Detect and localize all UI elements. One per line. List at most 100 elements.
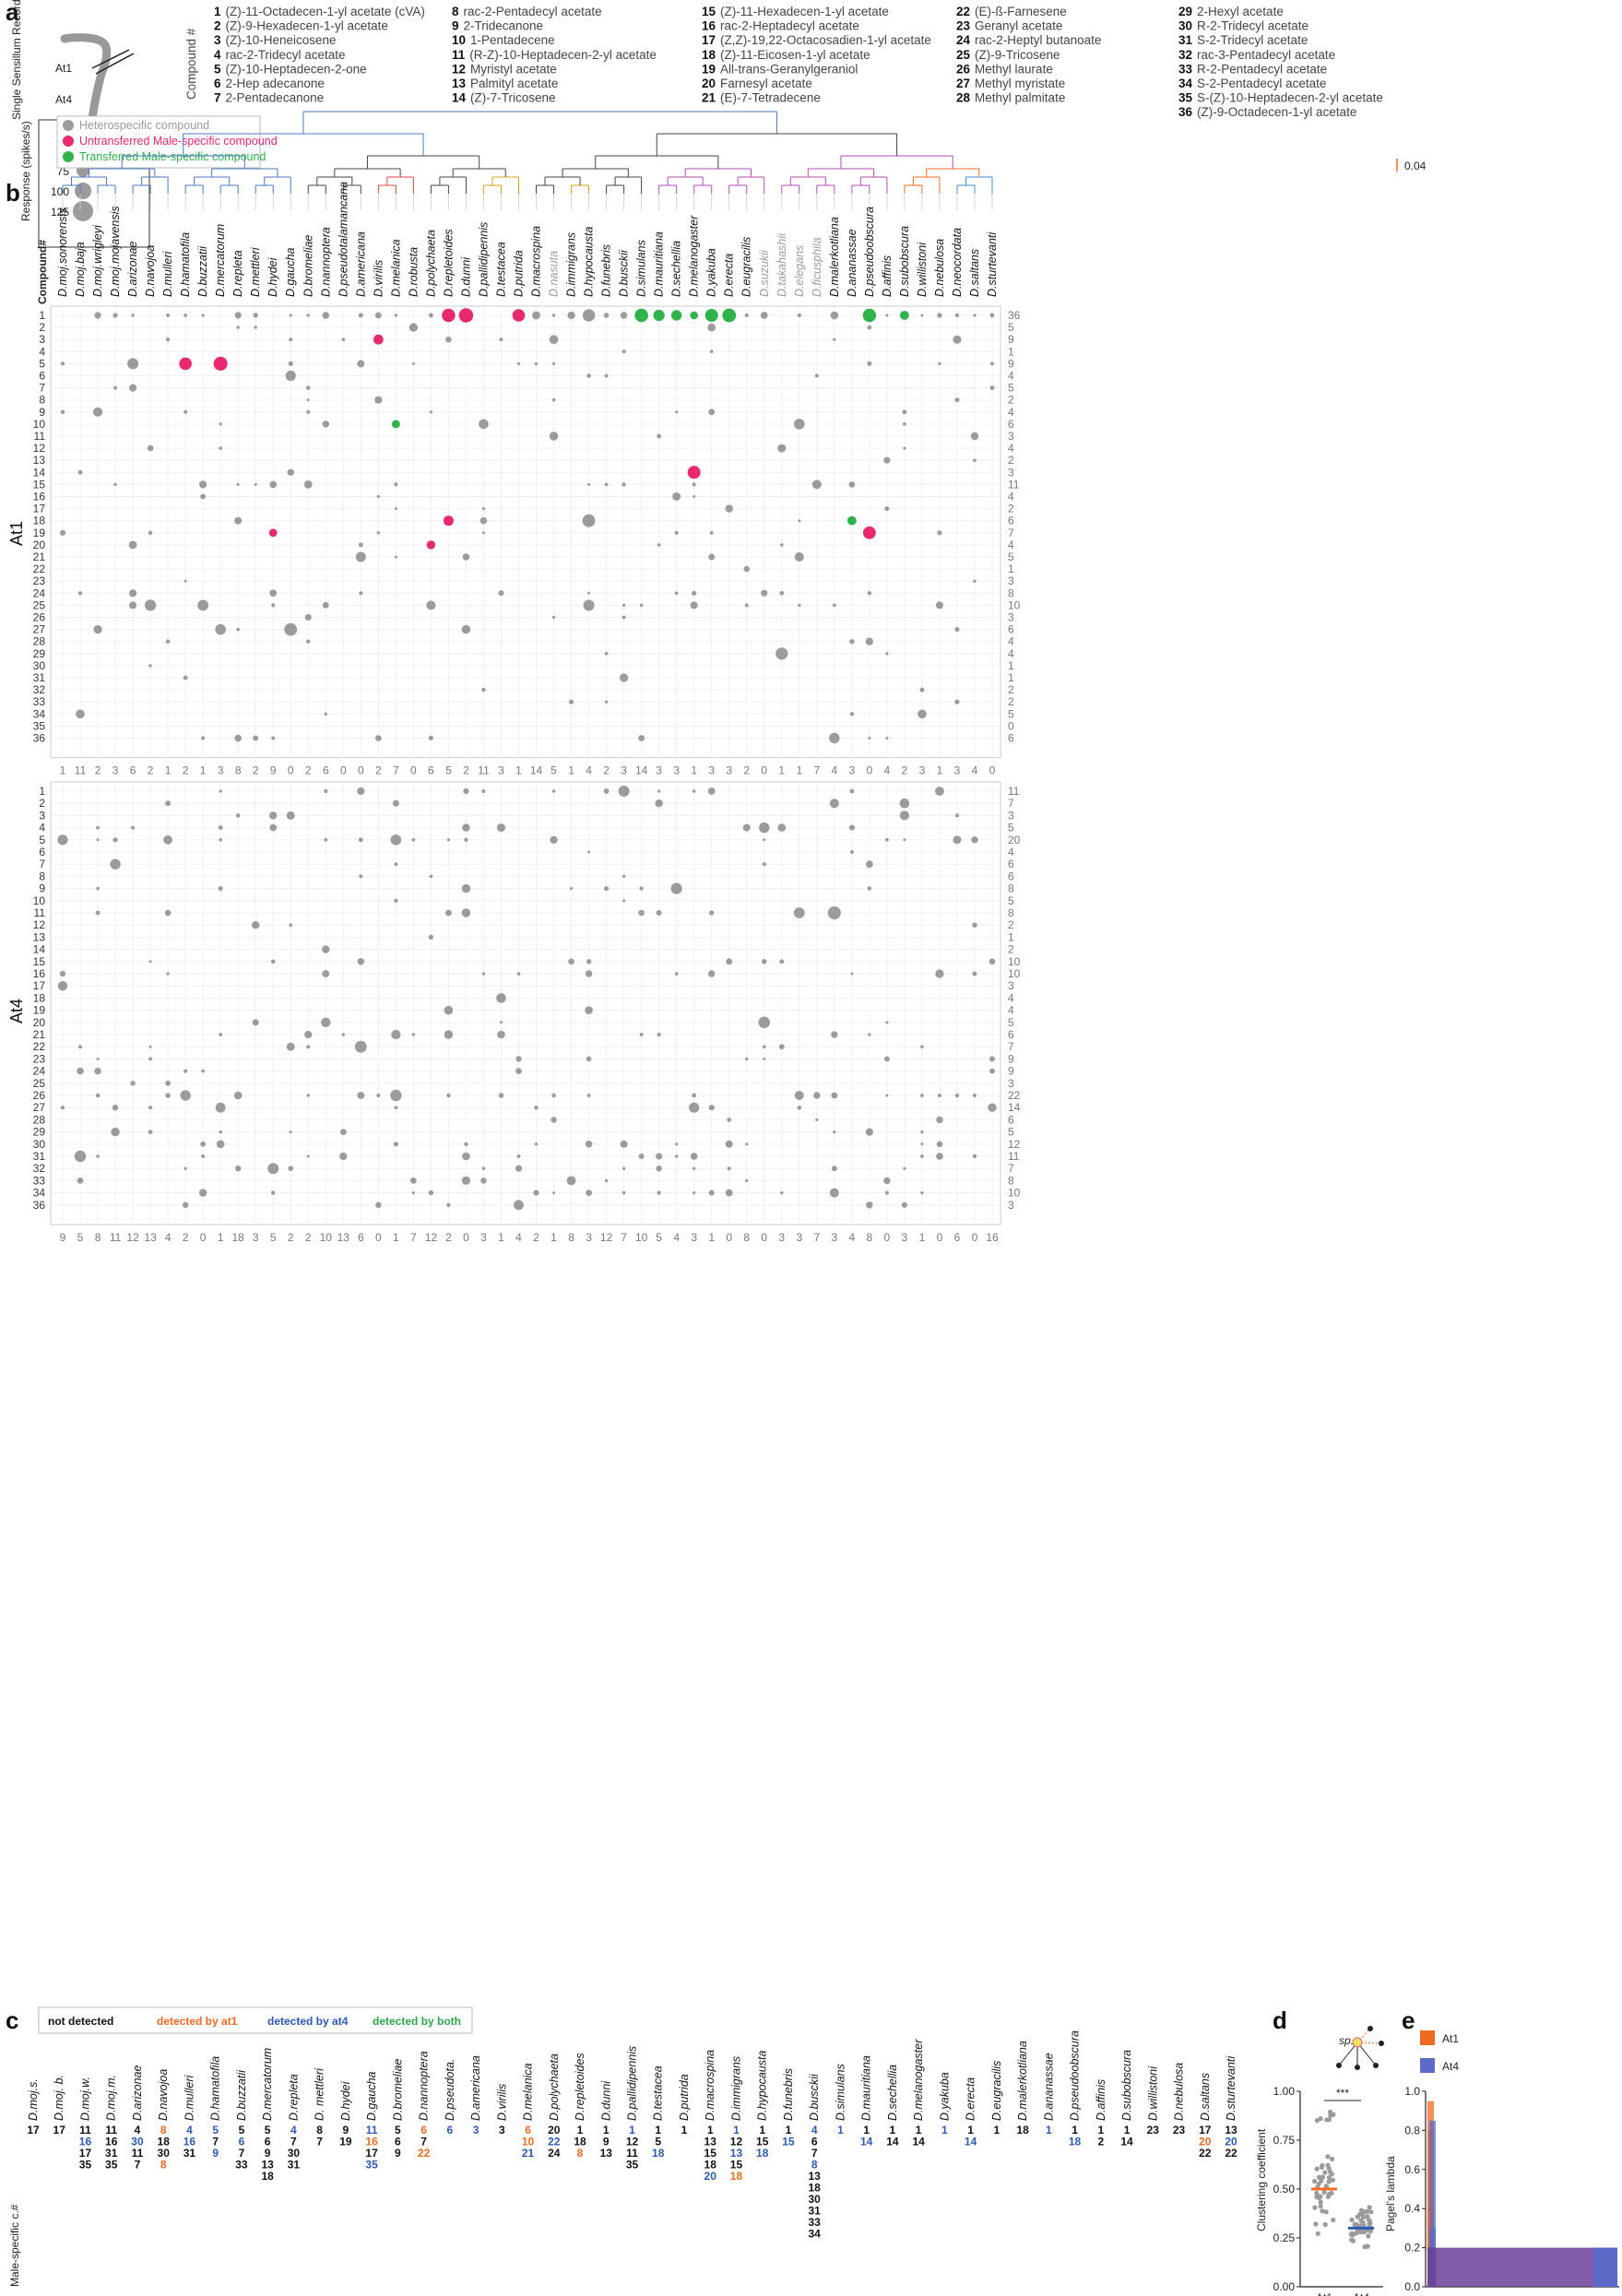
d-data-point — [1323, 2184, 1329, 2189]
response-bubble — [900, 311, 909, 320]
response-bubble — [831, 1092, 838, 1099]
response-bubble — [57, 834, 68, 846]
e-y-axis-title: Pagel's lambda — [1384, 2156, 1397, 2231]
column-count-label: 0 — [726, 1231, 732, 1244]
row-count-label: 8 — [1008, 1174, 1014, 1187]
response-bubble — [479, 419, 489, 430]
male-specific-compound-number: 18 — [1069, 2136, 1082, 2148]
response-bubble — [201, 1069, 205, 1073]
species-label: D.hydei — [266, 256, 279, 297]
response-bubble — [497, 1030, 505, 1039]
e-bar-at4 — [1593, 2247, 1617, 2287]
response-bubble — [693, 495, 696, 498]
response-bubble — [829, 732, 840, 744]
response-bubble — [113, 385, 118, 390]
c-species-label: D.sturtevanti — [1225, 2055, 1237, 2121]
row-count-label: 5 — [1008, 382, 1014, 395]
response-bubble — [586, 1094, 591, 1097]
row-count-label: 6 — [1008, 1028, 1014, 1041]
response-bubble — [197, 599, 209, 611]
response-bubble — [920, 1094, 924, 1097]
response-bubble — [252, 921, 260, 929]
row-count-label: 2 — [1008, 695, 1014, 708]
column-count-label: 18 — [232, 1231, 245, 1244]
response-bubble — [885, 1094, 889, 1097]
c-species-label: D.simulans — [834, 2064, 847, 2121]
male-specific-compound-number: 3 — [499, 2124, 505, 2136]
response-bubble — [200, 493, 207, 500]
y-tick-label: 5 — [39, 357, 45, 370]
compound-entry: 2 (Z)-9-Hexadecen-1-yl acetate — [214, 19, 388, 33]
y-tick-label: 21 — [33, 550, 46, 563]
response-bubble — [970, 432, 979, 441]
male-specific-compound-number: 30 — [131, 2136, 144, 2148]
response-bubble — [512, 309, 526, 322]
response-bubble — [127, 358, 139, 370]
male-specific-compound-number: 5 — [655, 2136, 661, 2148]
response-bubble — [761, 959, 767, 965]
response-bubble — [341, 337, 346, 342]
response-bubble — [306, 639, 311, 644]
y-tick-label: 3 — [39, 809, 45, 822]
column-count-label: 5 — [445, 764, 452, 777]
response-bubble — [657, 543, 661, 547]
species-label: D.immigrans — [565, 232, 578, 297]
compound-entry: 12 Myristyl acetate — [452, 62, 557, 76]
species-label: D.hypocausta — [583, 227, 596, 297]
male-specific-compound-number: 14 — [965, 2136, 977, 2148]
response-bubble — [692, 789, 696, 793]
response-bubble — [95, 910, 101, 916]
row-count-label: 9 — [1008, 1065, 1014, 1078]
panel-label-a: a — [6, 0, 19, 26]
response-bubble — [727, 1166, 731, 1171]
response-bubble — [516, 1154, 521, 1158]
response-bubble — [935, 787, 944, 796]
row-count-label: 5 — [1008, 321, 1014, 334]
response-bubble — [798, 603, 801, 608]
response-bubble — [709, 349, 714, 354]
y-tick-label: 3 — [39, 333, 45, 346]
response-bubble — [184, 1069, 188, 1073]
response-bubble — [674, 591, 679, 596]
column-count-label: 1 — [498, 1231, 504, 1244]
male-specific-compound-number: 17 — [79, 2147, 92, 2160]
d-data-point — [1361, 2214, 1367, 2220]
column-count-label: 4 — [972, 764, 978, 777]
y-tick-label: 14 — [33, 943, 46, 956]
y-tick-label: 29 — [33, 647, 46, 660]
row-count-label: 10 — [1008, 598, 1021, 611]
response-bubble — [376, 531, 381, 535]
response-bubble — [582, 309, 596, 322]
response-bubble — [236, 627, 240, 632]
response-bubble — [285, 370, 296, 382]
response-bubble — [444, 1030, 454, 1039]
d-data-point — [1325, 2154, 1331, 2160]
response-bubble — [745, 1057, 749, 1061]
response-bubble — [60, 409, 65, 414]
male-specific-compound-number: 15 — [782, 2136, 795, 2148]
male-specific-compound-number: 30 — [158, 2147, 171, 2160]
row-count-label: 6 — [1008, 858, 1014, 870]
y-tick-label: 17 — [33, 979, 46, 992]
column-count-label: 4 — [586, 764, 592, 777]
response-bubble — [411, 1033, 416, 1036]
panel-e-pagel: 1.0 0.8 0.6 0.4 0.2 0.0 Pagel's lambda At1 At4 — [1384, 2030, 1619, 2293]
response-bubble — [461, 883, 471, 894]
species-label: D.nannoptera — [319, 227, 332, 297]
compound-entry: 11 (R-Z)-10-Heptadecen-2-yl acetate — [452, 48, 657, 62]
row-count-label: 5 — [1008, 550, 1014, 563]
compound-entry: 3 (Z)-10-Heneicosene — [214, 33, 337, 47]
male-specific-compound-number: 1 — [837, 2124, 844, 2136]
male-specific-compound-number: 14 — [912, 2136, 925, 2148]
electrode-drawing — [91, 49, 135, 75]
response-bubble — [462, 823, 470, 832]
d-data-point — [1358, 2229, 1364, 2235]
row-count-label: 6 — [1008, 418, 1014, 431]
male-specific-compound-number: 9 — [395, 2147, 401, 2160]
column-count-label: 4 — [515, 1231, 522, 1244]
y-tick-label: 32 — [33, 683, 46, 696]
column-count-label: 0 — [884, 1231, 891, 1244]
response-bubble — [499, 337, 503, 342]
y-tick-label: 11 — [34, 430, 46, 443]
y-tick-label: 34 — [33, 1187, 46, 1200]
